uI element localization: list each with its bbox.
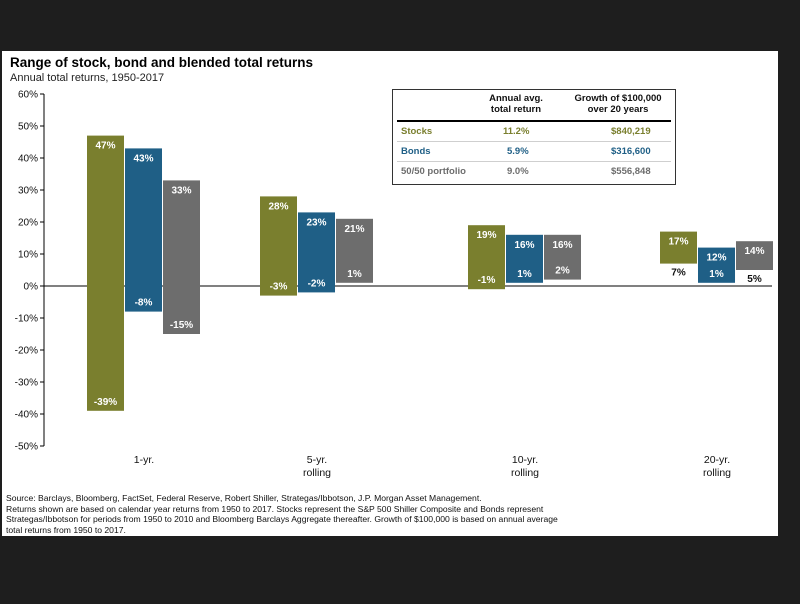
max-data-label: 28% [268,201,288,212]
min-data-label: 1% [517,269,532,280]
min-data-label: -2% [308,278,326,289]
source-line: Returns shown are based on calendar year… [6,503,544,514]
max-data-label: 19% [476,230,496,241]
row-growth: $556,848 [611,166,651,177]
y-tick-label: -10% [15,314,38,325]
max-data-label: 17% [668,237,688,248]
min-data-label: 2% [555,266,570,277]
table-row-bonds: Bonds 5.9% $316,600 [393,144,675,160]
header-growth: Growth of $100,000 over 20 years [574,93,662,115]
max-data-label: 16% [514,240,534,251]
row-avg: 5.9% [507,146,529,157]
max-data-label: 33% [171,185,191,196]
min-data-label: 5% [747,274,762,285]
chart-plot: -50% -40% -30% -20% -10% 0% 10% 20% 30% 40% 50% 60%… [15,90,773,479]
returns-summary-table: Annual avg. total return Growth of $100,… [392,89,676,185]
min-data-label: 1% [709,269,724,280]
row-avg: 11.2% [503,126,530,137]
max-data-label: 16% [552,240,572,251]
source-line: total returns from 1950 to 2017. [6,524,126,535]
table-header-rule [397,120,671,122]
chart-title: Range of stock, bond and blended total r… [10,55,314,70]
x-category-label: 1-yr. [134,454,154,466]
max-data-label: 43% [133,153,153,164]
bar-stocks [660,231,697,264]
row-growth: $840,219 [611,126,651,137]
y-tick-label: -20% [15,346,38,357]
max-data-label: 47% [95,141,115,152]
row-name: Stocks [401,126,433,137]
bar-bonds [125,148,162,312]
row-name: 50/50 portfolio [401,166,466,177]
x-category-label: rolling [303,467,331,479]
bar-bonds [506,234,543,283]
bar-stocks [87,135,124,411]
min-data-label: -15% [170,320,193,331]
x-category-label: rolling [703,467,731,479]
min-data-label: -3% [270,282,288,293]
source-footnote: Source: Barclays, Bloomberg, FactSet, Fe… [6,493,646,535]
table-row-portfolio: 50/50 portfolio 9.0% $556,848 [393,164,675,180]
y-tick-label: 40% [18,154,38,165]
row-divider [397,141,671,142]
row-avg: 9.0% [507,166,529,177]
bar-50-50-portfolio [163,180,200,334]
source-line: Source: Barclays, Bloomberg, FactSet, Fe… [6,493,482,503]
table-row-stocks: Stocks 11.2% $840,219 [393,124,675,140]
source-line: Strategas/Ibbotson for periods from 1950… [6,514,558,525]
min-data-label: 7% [671,268,686,279]
row-divider [397,161,671,162]
bar-bonds [298,212,335,293]
y-tick-label: 30% [18,186,38,197]
bar-stocks [260,196,297,296]
x-category-label: 5-yr. [307,454,327,466]
bar-50-50-portfolio [736,241,773,270]
y-tick-label: -50% [15,442,38,453]
y-tick-label: -30% [15,378,38,389]
min-data-label: 1% [347,269,362,280]
max-data-label: 21% [344,224,364,235]
y-tick-label: 0% [24,282,39,293]
bar-50-50-portfolio [336,218,373,283]
x-category-label: 10-yr. [512,454,538,466]
bar-stocks [468,225,505,290]
row-name: Bonds [401,146,431,157]
max-data-label: 23% [306,217,326,228]
y-tick-label: 20% [18,218,38,229]
max-data-label: 14% [744,246,764,257]
x-category-label: 20-yr. [704,454,730,466]
y-tick-label: 50% [18,122,38,133]
y-tick-label: 10% [18,250,38,261]
chart-subtitle: Annual total returns, 1950-2017 [10,72,165,84]
min-data-label: -8% [135,298,153,309]
min-data-label: -1% [478,275,496,286]
min-data-label: -39% [94,397,117,408]
x-category-label: rolling [511,467,539,479]
row-growth: $316,600 [611,146,651,157]
header-annual-avg: Annual avg. total return [489,93,543,115]
chart-slide: -50% -40% -30% -20% -10% 0% 10% 20% 30% 40% 50% 60%… [2,51,778,536]
bar-50-50-portfolio [544,234,581,280]
y-tick-label: 60% [18,90,38,101]
y-tick-label: -40% [15,410,38,421]
max-data-label: 12% [706,253,726,264]
bar-bonds [698,247,735,283]
